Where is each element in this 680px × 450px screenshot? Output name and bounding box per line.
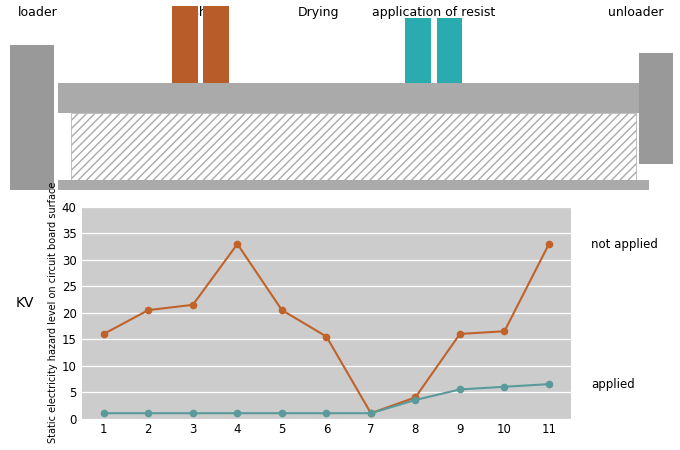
Bar	[172, 6, 198, 83]
Y-axis label: Static electricity hazard level on circuit board surface: Static electricity hazard level on circu…	[48, 182, 58, 443]
Text: application of resist: application of resist	[372, 6, 496, 19]
Bar	[203, 6, 229, 83]
Text: not applied: not applied	[591, 238, 658, 251]
Text: applied: applied	[591, 378, 634, 391]
Bar	[58, 83, 649, 113]
Text: loader: loader	[18, 6, 57, 19]
Bar	[58, 180, 649, 190]
Bar	[639, 53, 673, 164]
Text: Drying: Drying	[297, 6, 339, 19]
Bar	[405, 18, 431, 83]
Bar	[10, 45, 54, 190]
Text: KV: KV	[16, 296, 35, 310]
Text: unloader: unloader	[608, 6, 664, 19]
Bar	[437, 18, 462, 83]
Text: Washing: Washing	[174, 6, 227, 19]
Bar	[71, 113, 636, 182]
